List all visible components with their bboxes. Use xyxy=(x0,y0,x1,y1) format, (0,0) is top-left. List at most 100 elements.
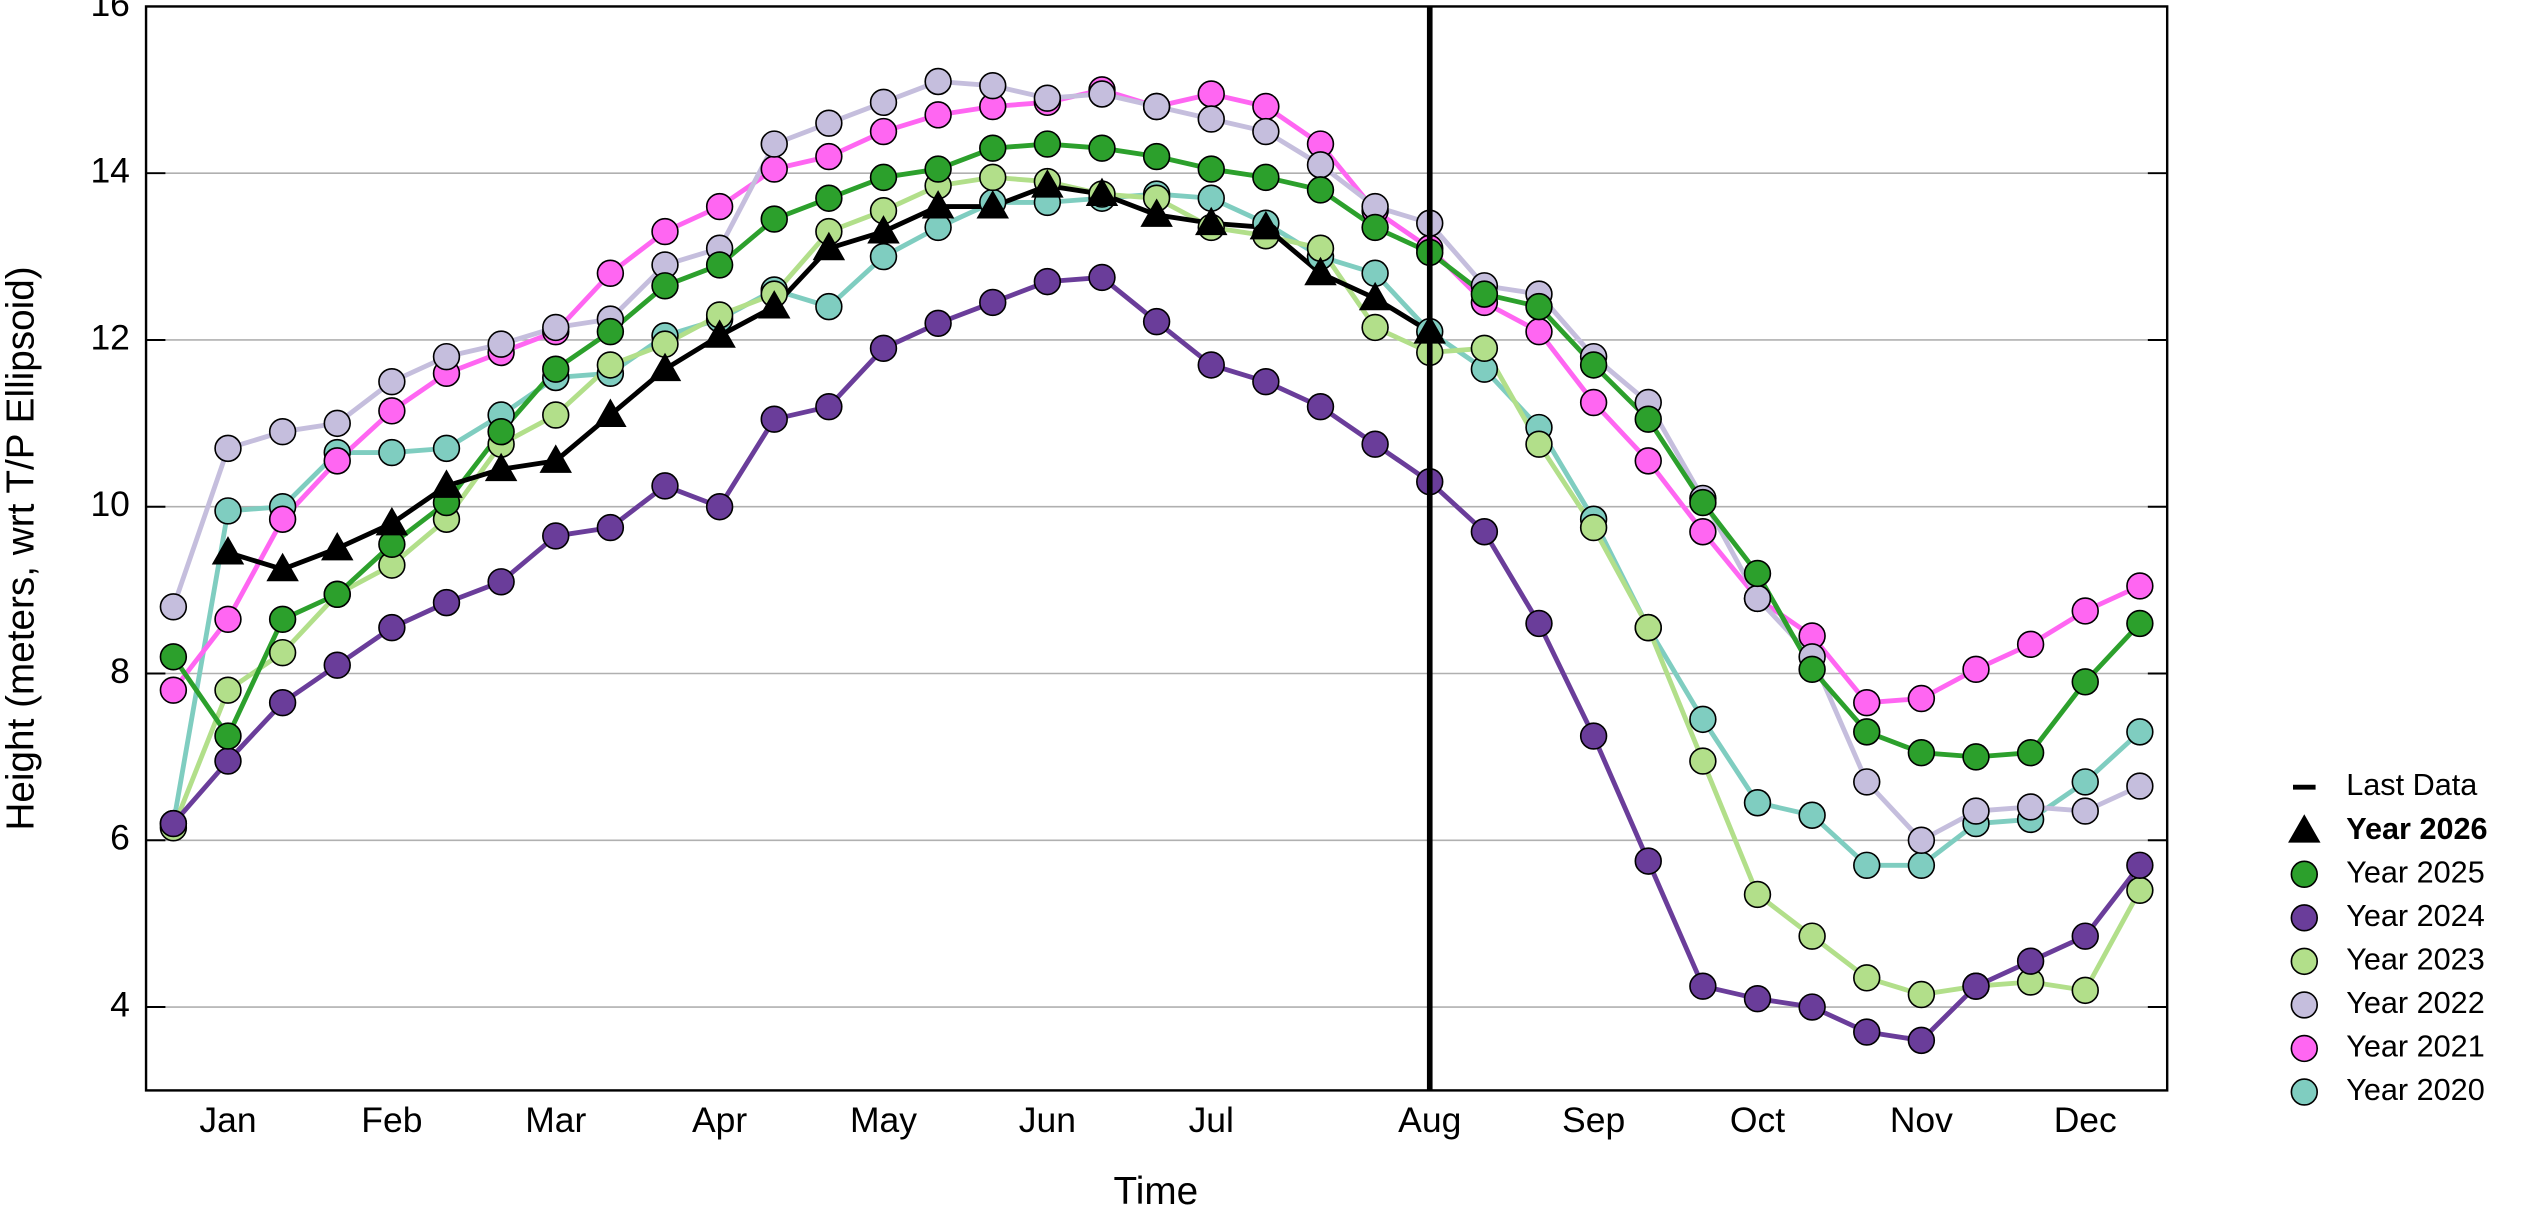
data-point xyxy=(378,613,406,642)
data-point xyxy=(268,505,297,533)
data-point xyxy=(487,568,515,596)
data-point xyxy=(979,163,1007,192)
x-tick-label: Jul xyxy=(1189,1100,1234,1140)
data-point xyxy=(1252,117,1280,146)
data-point xyxy=(1634,613,1662,642)
data-point xyxy=(378,367,406,396)
data-point xyxy=(1361,430,1389,458)
data-point xyxy=(214,434,242,463)
y-tick-label: 10 xyxy=(90,484,129,524)
data-point xyxy=(1634,447,1662,475)
data-point xyxy=(2071,768,2099,796)
data-point xyxy=(159,676,188,704)
x-tick-label: Dec xyxy=(2054,1100,2117,1140)
data-point xyxy=(1249,210,1283,240)
data-point xyxy=(1525,609,1553,638)
data-point xyxy=(268,688,297,717)
data-point xyxy=(1853,964,1881,992)
data-point xyxy=(2126,609,2154,638)
data-point xyxy=(1743,984,1772,1013)
x-tick-label: May xyxy=(850,1100,917,1140)
data-point xyxy=(705,251,734,279)
data-point xyxy=(1907,739,1936,767)
data-point xyxy=(651,272,679,300)
data-point xyxy=(214,605,242,634)
data-point xyxy=(1634,405,1662,433)
data-point xyxy=(432,588,461,617)
data-point xyxy=(1085,177,1119,206)
data-point xyxy=(1579,722,1608,750)
data-point xyxy=(760,405,788,433)
data-point xyxy=(815,109,843,137)
data-point xyxy=(1140,198,1173,227)
data-point xyxy=(1306,151,1335,179)
data-point xyxy=(924,309,952,338)
data-point xyxy=(1907,851,1936,879)
data-point xyxy=(1907,1026,1936,1055)
data-point xyxy=(214,676,242,704)
data-point xyxy=(432,434,461,463)
x-tick-label: Sep xyxy=(1562,1100,1625,1140)
legend-label: Year 2026 xyxy=(2346,812,2487,846)
data-point xyxy=(1033,130,1062,158)
data-point xyxy=(1088,263,1116,292)
data-point xyxy=(976,190,1009,219)
series-line xyxy=(171,174,2142,997)
data-point xyxy=(1142,92,1171,121)
data-point xyxy=(596,513,625,542)
data-point xyxy=(869,117,898,146)
data-point xyxy=(1525,430,1553,458)
data-point xyxy=(869,242,898,271)
plot-frame xyxy=(144,5,2169,1092)
data-point xyxy=(1304,256,1337,286)
data-point xyxy=(869,163,898,192)
data-point xyxy=(1033,267,1062,296)
legend-swatch xyxy=(2290,860,2319,888)
data-point xyxy=(2126,572,2154,600)
x-tick-label: Apr xyxy=(692,1100,747,1140)
data-point xyxy=(1907,684,1936,713)
x-tick-label: Jun xyxy=(1019,1100,1076,1140)
data-point xyxy=(2071,597,2099,625)
legend-swatch xyxy=(2290,947,2319,976)
data-point xyxy=(1306,392,1335,421)
data-point xyxy=(1798,993,1826,1021)
data-point xyxy=(1743,880,1772,909)
data-point xyxy=(2126,876,2154,905)
data-point xyxy=(869,334,898,363)
data-point xyxy=(1853,688,1881,717)
data-point xyxy=(1525,292,1553,321)
data-point xyxy=(596,259,625,287)
data-point xyxy=(1798,922,1826,950)
data-point xyxy=(1798,655,1826,684)
x-tick-label: Oct xyxy=(1730,1100,1785,1140)
data-point xyxy=(1743,789,1772,817)
data-point xyxy=(1197,105,1225,133)
legend-swatch xyxy=(2288,814,2321,843)
data-point xyxy=(812,231,846,261)
x-axis-title: Time xyxy=(1114,1170,1199,1213)
legend-swatch xyxy=(2290,904,2319,932)
data-point xyxy=(539,444,572,473)
data-point xyxy=(2071,976,2099,1005)
data-point xyxy=(1907,980,1936,1009)
data-point xyxy=(815,392,843,421)
data-point xyxy=(1088,80,1116,108)
data-point xyxy=(815,184,843,212)
data-point xyxy=(596,351,625,379)
data-point xyxy=(1962,972,1990,1000)
data-point xyxy=(2071,797,2099,825)
data-point xyxy=(1252,163,1280,192)
data-point xyxy=(705,493,734,521)
data-point xyxy=(1470,518,1499,546)
data-point xyxy=(979,71,1007,100)
series-line xyxy=(171,141,2142,760)
data-point xyxy=(268,638,297,667)
data-point xyxy=(1962,655,1990,684)
data-point xyxy=(1033,84,1062,112)
data-point xyxy=(651,472,679,500)
y-tick-label: 6 xyxy=(110,818,130,858)
y-tick-label: 12 xyxy=(90,317,129,357)
data-point xyxy=(1088,134,1116,162)
data-point xyxy=(1798,801,1826,829)
